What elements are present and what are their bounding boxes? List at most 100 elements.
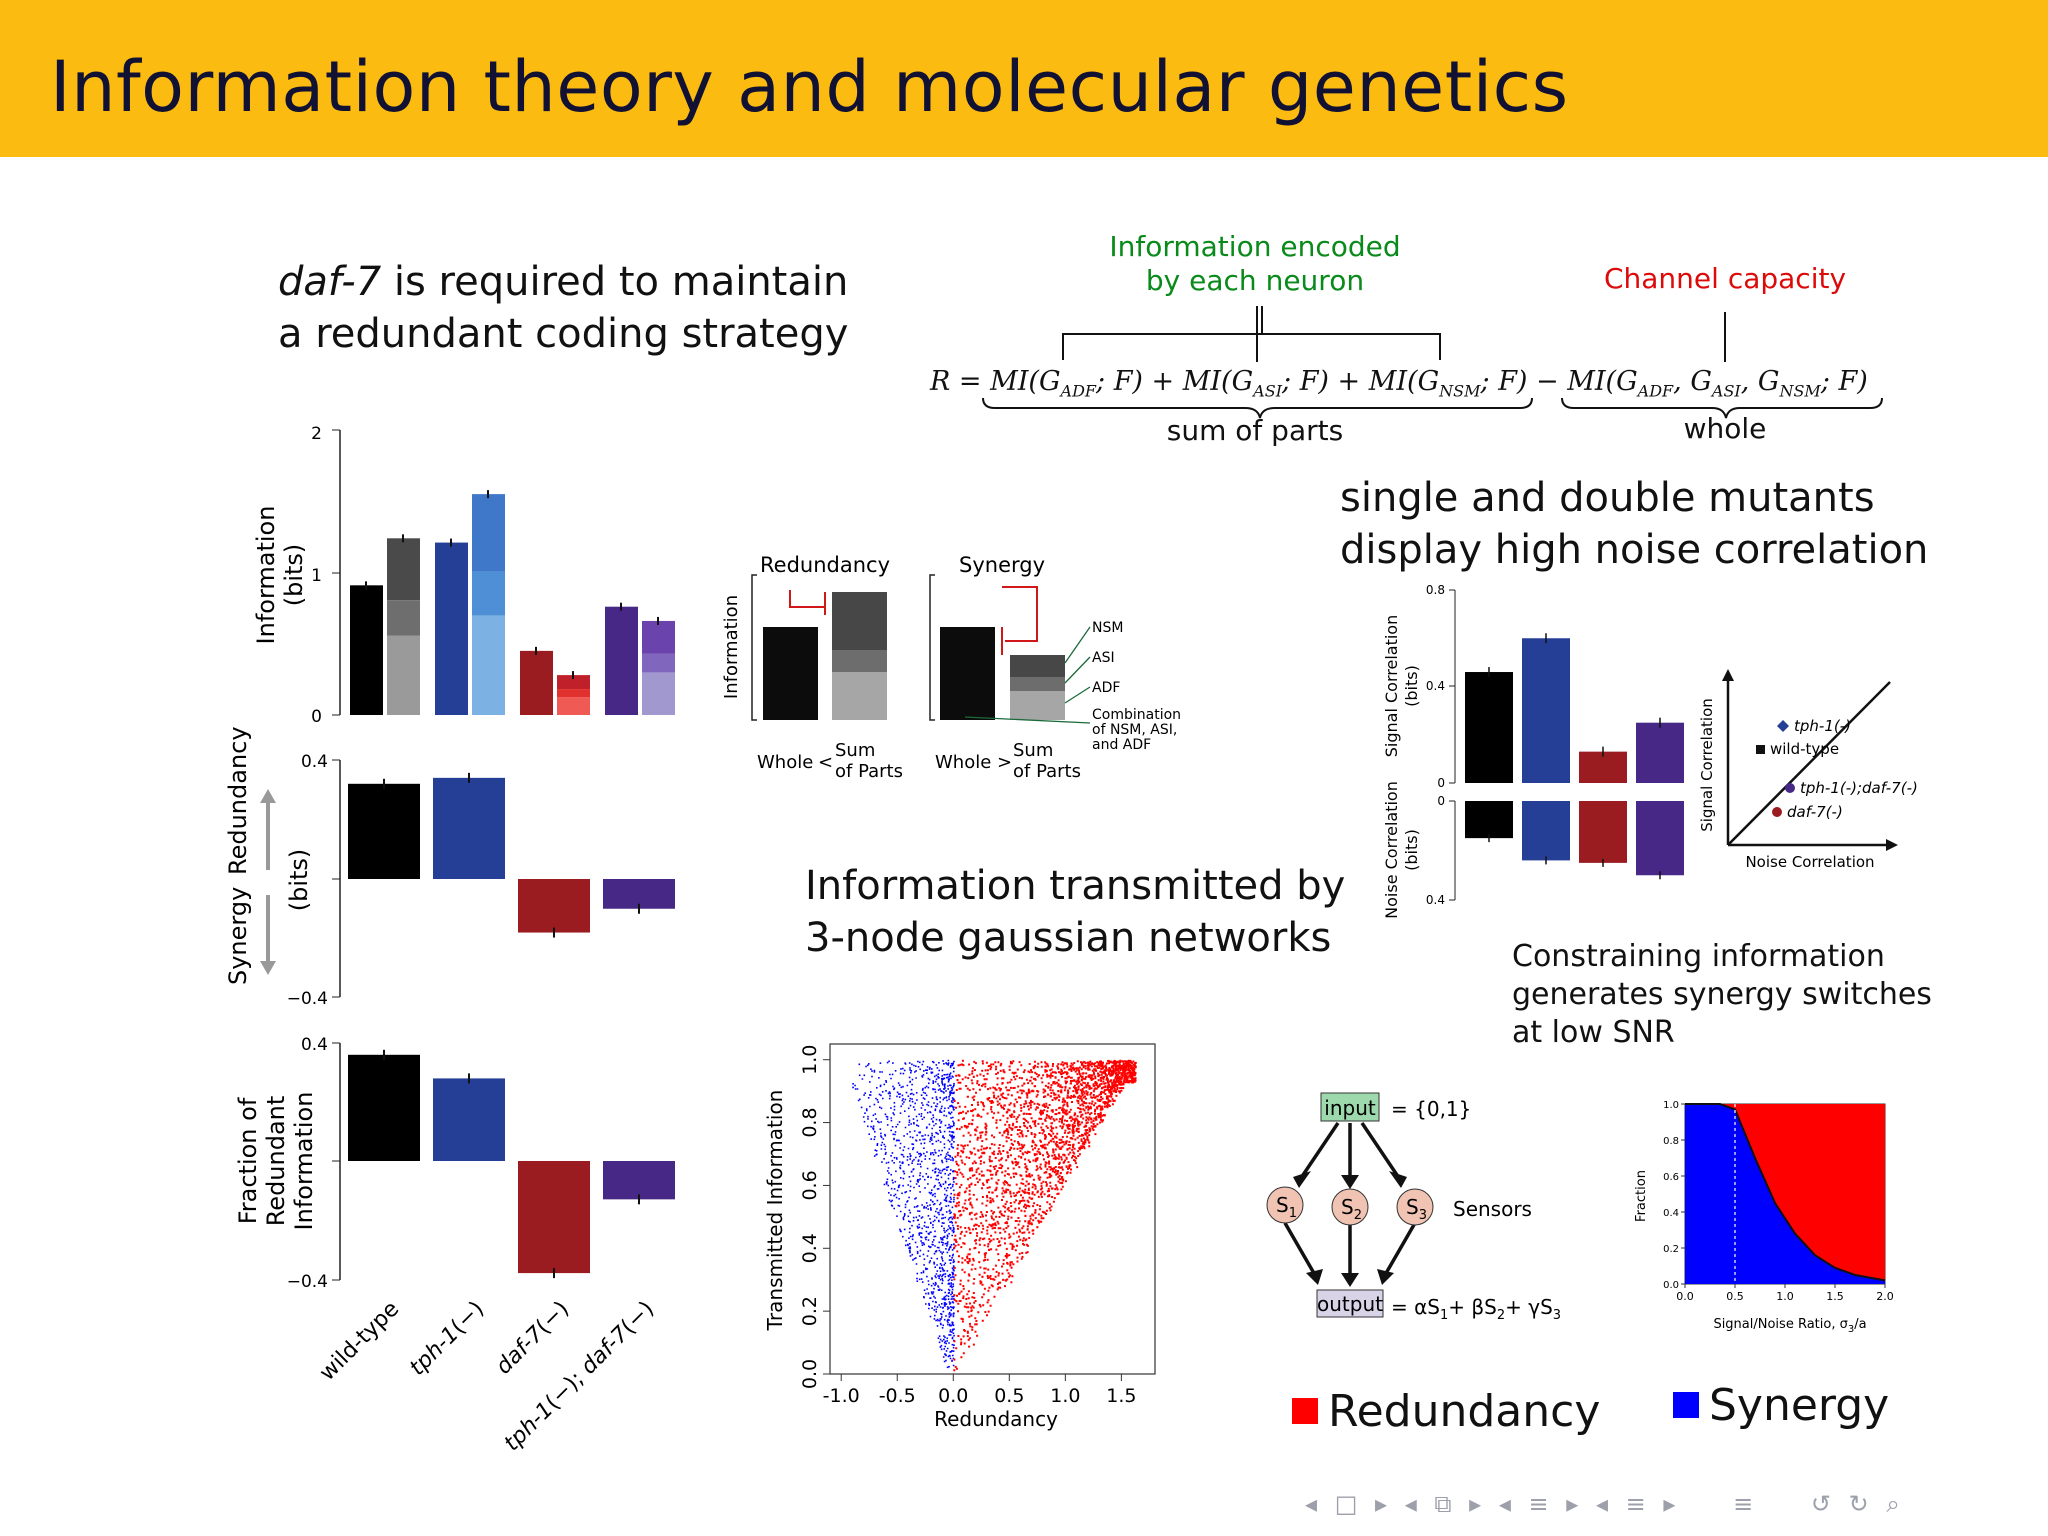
scatter-redundancy-points [953, 1059, 1137, 1372]
nav-search-icon[interactable]: ⌕ [1886, 1490, 1900, 1518]
nav-section-icon[interactable]: ≡ [1625, 1490, 1646, 1518]
signal-bar-daf7 [1579, 751, 1627, 783]
nav-slide-icon[interactable]: □ [1334, 1490, 1358, 1518]
nav-frame-icon[interactable]: ⧉ [1434, 1490, 1452, 1518]
schematic-whole-bar-r [763, 627, 818, 720]
snr-ytick-label-2: 0.6 [1663, 1172, 1679, 1183]
redundancy-bar-wild-type [348, 783, 420, 879]
info-whole-bar-tph1 [435, 542, 468, 715]
noise-bar-tph1 [1522, 801, 1570, 861]
schematic-redundancy-title: Redundancy [760, 553, 890, 577]
output-eq: = αS1+ βS2+ γS3 [1391, 1295, 1561, 1323]
nav-prev-frame-icon[interactable]: ◂ [1404, 1490, 1417, 1518]
snr-ytick-label-1: 0.8 [1663, 1136, 1679, 1147]
scatter-xtick-label-5: 1.5 [1106, 1385, 1136, 1407]
info-tick-2: 2 [311, 424, 322, 444]
redundancy-bar-tph1 [433, 777, 505, 879]
nav-forward-icon[interactable]: ↻ [1848, 1490, 1869, 1518]
signal-bar-tph1 [1522, 638, 1570, 783]
schematic-whole-bar-s [940, 627, 995, 720]
legend-combination-1: Combination [1092, 707, 1181, 723]
gaussian-heading-1: Information transmitted by [805, 863, 1346, 909]
diagram-xlabel: Noise Correlation [1745, 853, 1874, 871]
legend-redundancy-label: Redundancy [1328, 1386, 1601, 1437]
schematic-sum-1-s: Sum [1013, 740, 1053, 761]
noise-heading-2: display high noise correlation [1340, 527, 1929, 573]
gaussian-heading: Information transmitted by 3-node gaussi… [805, 860, 1345, 964]
nav-prev-section-icon[interactable]: ◂ [1595, 1490, 1609, 1518]
encoded-label-1: Information encoded [1109, 230, 1401, 263]
signal-bars [1465, 633, 1684, 783]
daf7-marker [1772, 807, 1782, 817]
snr-heading-2: generates synergy switches [1512, 977, 1932, 1012]
diagram-tph1: tph-1(-) [1794, 717, 1851, 735]
legend-synergy: Synergy [1673, 1380, 1889, 1431]
category-tph1: tph-1(−) [405, 1297, 489, 1381]
scatter-ytick-label-0: 0.0 [799, 1359, 821, 1389]
output-node [1316, 1289, 1384, 1318]
nav-next-subsection-icon[interactable]: ▸ [1566, 1490, 1579, 1518]
left-heading-line1: is required to maintain [381, 259, 849, 305]
s3-label: S3 [1406, 1195, 1427, 1223]
scatter-xtick-label-1: -0.5 [879, 1385, 916, 1407]
signal-tick-04: 0.4 [1426, 679, 1445, 693]
noise-bars [1465, 801, 1684, 880]
sensor-s2 [1331, 1188, 1369, 1226]
channel-capacity-label: Channel capacity [1603, 262, 1847, 295]
wild-type-marker [1756, 745, 1765, 754]
snr-ytick-label-4: 0.2 [1663, 1244, 1679, 1255]
info-tick-0: 0 [311, 707, 322, 727]
snr-heading: Constraining information generates syner… [1512, 938, 1932, 1052]
info-sum-segment-double-mutant-1 [642, 653, 675, 673]
fraction-ylabel-2: Redundant [262, 1096, 290, 1227]
noise-bar-wild-type [1465, 801, 1513, 839]
legend-adf: ADF [1092, 680, 1120, 696]
nav-subsection-icon[interactable]: ≡ [1528, 1490, 1549, 1518]
noise-ylabel-2: (bits) [1402, 829, 1421, 871]
redundancy-chart: 0.4 −0.4 Redundancy Synergy (bits) [224, 726, 675, 1009]
noise-bar-double-mutant [1636, 801, 1684, 876]
nav-next-frame-icon[interactable]: ▸ [1469, 1490, 1482, 1518]
nav-prev-subsection-icon[interactable]: ◂ [1498, 1490, 1511, 1518]
scatter-xtick-label-2: 0.0 [938, 1385, 968, 1407]
scatter-ytick-label-2: 0.4 [799, 1233, 821, 1263]
fraction-bar-tph1 [433, 1078, 505, 1161]
noise-tick-04: 0.4 [1426, 893, 1445, 907]
scatter-ytick-label-4: 0.8 [799, 1107, 821, 1137]
snr-xtick-label-2: 1.0 [1776, 1290, 1794, 1303]
synergy-axis-label: Synergy [224, 887, 252, 985]
info-tick-1: 1 [311, 566, 322, 586]
legend-synergy-swatch [1673, 1392, 1699, 1418]
redundancy-equation: R = MI(GADF; F) + MI(GASI; F) + MI(GNSM;… [930, 366, 1868, 401]
nav-next-section-icon[interactable]: ▸ [1663, 1490, 1676, 1518]
nav-toc-icon[interactable]: ≡ [1733, 1490, 1754, 1518]
signal-tick-08: 0.8 [1426, 583, 1445, 597]
info-sum-segment-wild-type-1 [387, 600, 420, 636]
nav-back-icon[interactable]: ↺ [1810, 1490, 1831, 1518]
legend-asi: ASI [1092, 650, 1115, 666]
diagram-wild-type: wild-type [1770, 740, 1839, 758]
snr-ylabel: Fraction [1634, 1170, 1649, 1222]
nav-next-slide-icon[interactable]: ▸ [1375, 1490, 1388, 1518]
info-bars [350, 490, 675, 715]
schematic-sum-1-r: Sum [835, 740, 875, 761]
info-sum-segment-double-mutant-0 [642, 620, 675, 654]
output-label: output [1317, 1292, 1383, 1316]
noise-ylabel-1: Noise Correlation [1382, 781, 1401, 919]
snr-xtick-label-4: 2.0 [1876, 1290, 1894, 1303]
snr-ytick-label-3: 0.4 [1663, 1208, 1679, 1219]
info-sum-segment-tph1-1 [472, 571, 505, 616]
encoded-label-2: by each neuron [1145, 264, 1365, 297]
equation-brackets [982, 306, 1883, 419]
sensor-s3 [1396, 1188, 1434, 1226]
noise-heading-1: single and double mutants [1340, 475, 1875, 521]
redundancy-tick-bottom: −0.4 [287, 989, 328, 1009]
legend-synergy-label: Synergy [1709, 1380, 1890, 1431]
fraction-bar-wild-type [348, 1054, 420, 1161]
fraction-tick-bottom: −0.4 [287, 1272, 328, 1292]
fraction-bar-daf7 [518, 1161, 590, 1274]
nav-prev-slide-icon[interactable]: ◂ [1305, 1490, 1318, 1518]
legend-redundancy: Redundancy [1292, 1386, 1600, 1437]
beamer-navigation[interactable]: ◂ □ ▸ ◂ ⧉ ▸ ◂ ≡ ▸ ◂ ≡ ▸ ≡ ↺ ↻ ⌕ [1305, 1490, 1910, 1520]
redundancy-axis-label: Redundancy [224, 726, 252, 875]
